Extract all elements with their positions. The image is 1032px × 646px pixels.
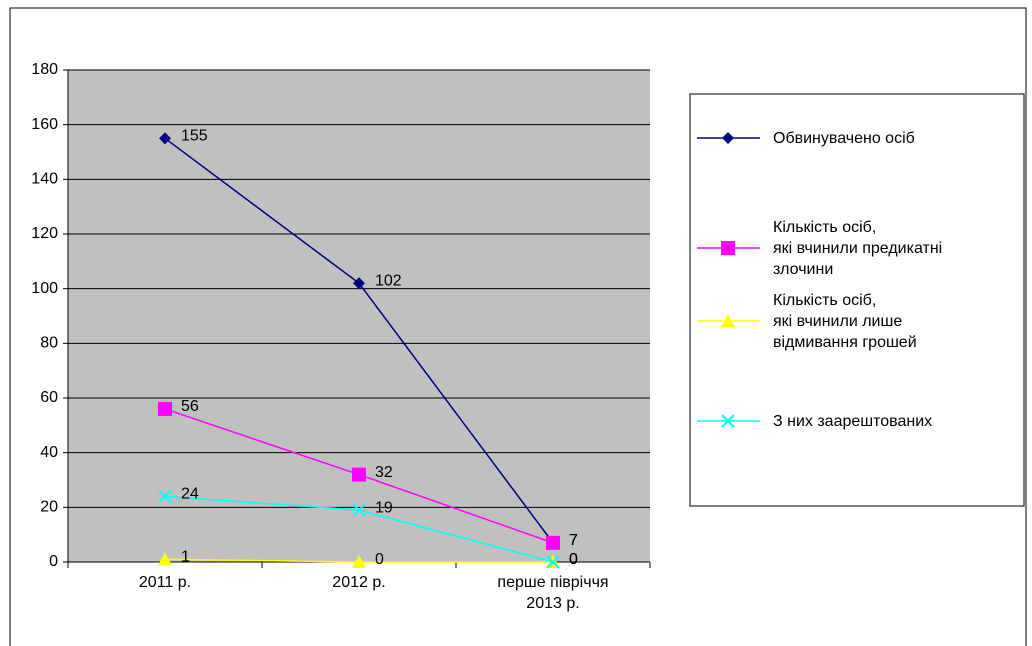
x-tick-label: перше півріччя 2013 р.: [497, 574, 609, 612]
legend-marker: [721, 314, 735, 327]
data-label: 0: [569, 551, 578, 568]
data-point: [352, 503, 366, 517]
legend-label: З них заарештованих: [773, 412, 933, 430]
y-tick-label: 60: [40, 389, 58, 406]
y-tick-label: 20: [40, 499, 58, 516]
legend-marker: [721, 414, 735, 428]
data-label: 1: [181, 548, 190, 565]
legend-marker: [721, 241, 735, 255]
y-tick-label: 100: [31, 280, 58, 297]
data-point: [352, 555, 366, 568]
data-label: 155: [181, 128, 208, 145]
data-label: 24: [181, 486, 199, 503]
legend-label: Обвинувачено осіб: [773, 129, 915, 147]
plot-area: [68, 70, 650, 562]
data-point: [546, 555, 560, 569]
data-point: [353, 277, 365, 290]
data-point: [158, 489, 172, 504]
legend-marker: [722, 132, 734, 144]
data-label: 0: [569, 551, 578, 568]
frame: [9, 7, 1027, 646]
data-point: [159, 132, 171, 145]
data-point: [352, 467, 366, 482]
data-label: 56: [181, 398, 199, 415]
data-label: 7: [569, 532, 578, 549]
legend-label: Кількість осіб, які вчинили лише відмива…: [773, 291, 917, 351]
y-tick-label: 80: [40, 335, 58, 352]
legend-box: [689, 93, 1025, 507]
y-tick-label: 0: [49, 553, 58, 570]
data-label: 19: [375, 499, 393, 516]
data-label: 0: [375, 551, 384, 568]
legend-label: Кількість осіб, які вчинили предикатні з…: [773, 218, 943, 278]
x-tick-label: 2012 р.: [332, 574, 386, 591]
data-label: 102: [375, 272, 402, 289]
y-tick-label: 180: [31, 61, 58, 78]
data-label: 7: [569, 532, 578, 549]
data-point: [158, 552, 172, 566]
y-tick-label: 140: [31, 171, 58, 188]
data-point: [546, 535, 560, 550]
x-tick-label: 2011 р.: [138, 574, 192, 591]
data-point: [158, 401, 172, 416]
y-tick-label: 160: [31, 116, 58, 133]
y-tick-label: 40: [40, 444, 58, 461]
y-tick-label: 120: [31, 225, 58, 242]
data-label: 32: [375, 464, 393, 481]
